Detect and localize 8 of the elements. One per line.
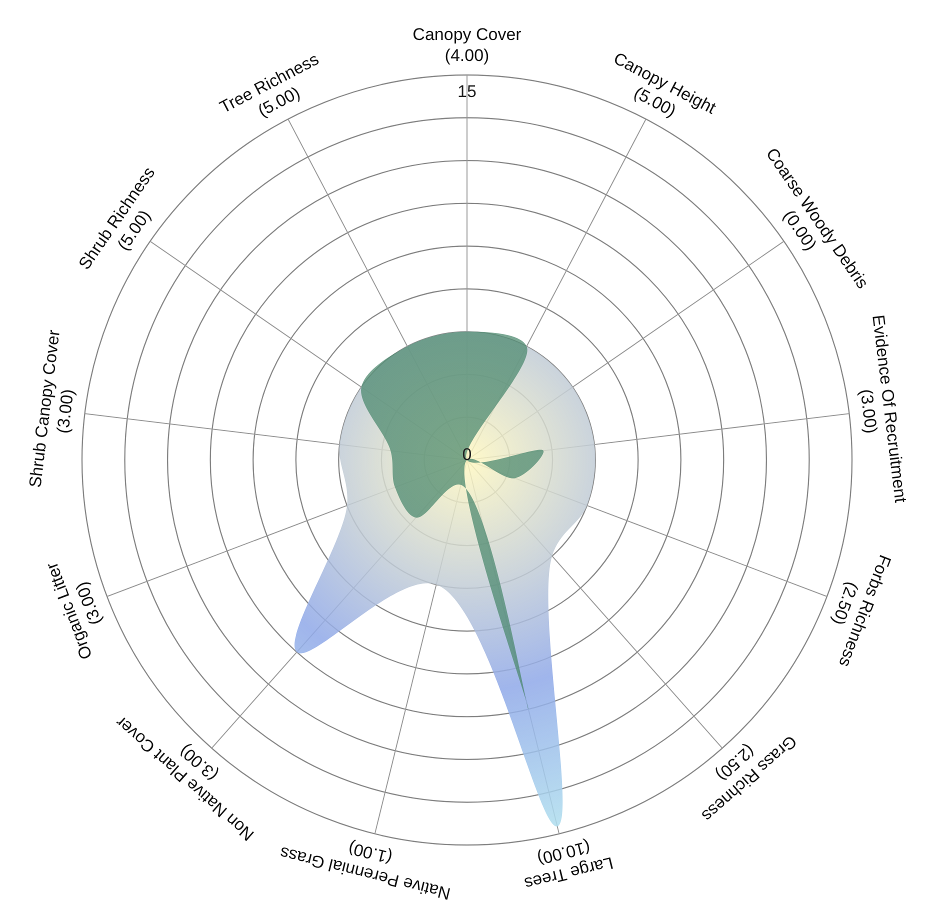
spoke-label: Organic Litter (3.00) (42, 559, 106, 662)
y-tick-label: 0 (462, 445, 472, 464)
spoke-label: Native Perennial Grass (1.00) (278, 838, 452, 904)
spoke-label: Large Trees (10.00) (522, 837, 616, 894)
y-tick-label: 15 (458, 82, 476, 101)
spoke-label: Evidence Of Recruitment (3.00) (856, 314, 910, 504)
spoke-label: Canopy Cover (4.00) (412, 25, 522, 65)
spoke-label: Shrub Canopy Cover (3.00) (26, 328, 78, 489)
